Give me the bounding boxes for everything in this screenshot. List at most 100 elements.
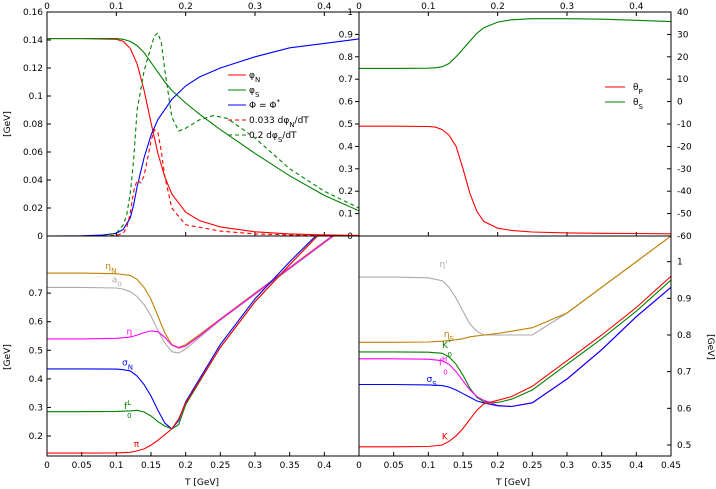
x-tick-label: 0.1 [109, 2, 123, 12]
series-label: ηS [444, 330, 455, 343]
series-label: ηN [105, 262, 116, 275]
y-tick-label-right: 0.3 [339, 165, 353, 175]
series-line-bottom_right-4 [359, 286, 671, 408]
y-tick-label-left: 0.6 [29, 318, 44, 328]
series-line-bottom_right-3 [359, 286, 671, 408]
series-line-top_right-0 [359, 125, 671, 235]
y-tick-label-left: 0.2 [29, 432, 43, 442]
series-label: K [442, 433, 449, 443]
x-tick-label: 0.1 [421, 461, 435, 471]
series-line-bottom_right-1 [359, 236, 671, 343]
legend-label: θP [633, 83, 643, 96]
series-line-bottom_left-5 [47, 236, 319, 454]
y-tick-label-right: 0.9 [339, 30, 354, 40]
series-line-top_left-0 [47, 38, 359, 236]
series-label: σS [426, 375, 437, 388]
y-tick-label-left: 0 [37, 232, 43, 242]
plot-frame-top_left [46, 11, 360, 237]
y-tick-label-right: 20 [677, 53, 689, 63]
x-tick-label: 0.2 [179, 461, 193, 471]
legend-label: φS [249, 86, 260, 99]
series-line-bottom_left-1 [47, 236, 335, 354]
series-label: a0 [112, 276, 122, 289]
y-tick-label-left: 0.3 [29, 403, 43, 413]
y-tick-label-right: -10 [677, 120, 692, 130]
x-tick-label: 0.15 [141, 461, 161, 471]
x-tick-label: 0.4 [629, 461, 644, 471]
x-tick-label: 0.05 [384, 461, 404, 471]
x-tick-label: 0 [44, 2, 50, 12]
x-tick-label: 0.4 [317, 461, 332, 471]
x-tick-label: 0.25 [522, 461, 542, 471]
plot-frame-top_right [358, 11, 672, 237]
y-tick-label-right: 0.8 [677, 331, 692, 341]
y-tick-label-right: 0.7 [339, 75, 353, 85]
y-tick-label-right: 0.6 [339, 98, 354, 108]
y-tick-label-left: 0.06 [23, 148, 43, 158]
series-line-bottom_right-5 [359, 275, 671, 448]
y-tick-label-left: 0.7 [29, 289, 43, 299]
series-line-top_left-3 [47, 128, 359, 236]
x-tick-label: 0.3 [560, 461, 574, 471]
x-tick-label: 0.35 [280, 461, 300, 471]
y-tick-label-right: 0.4 [339, 142, 354, 152]
x-tick-label: 0.25 [210, 461, 230, 471]
legend-label: 0.033 dφN/dT [249, 116, 309, 129]
series-line-bottom_left-3 [47, 236, 317, 430]
x-tick-label: 0 [356, 461, 362, 471]
y-tick-label-right: -30 [677, 165, 692, 175]
series-label: σN [122, 358, 133, 371]
x-tick-label: 0.35 [592, 461, 612, 471]
series-line-top_left-1 [47, 38, 359, 212]
y-tick-label-right: 0.6 [677, 404, 692, 414]
y-tick-label-left: 0.04 [23, 176, 43, 186]
y-tick-label-right: 1 [677, 258, 683, 268]
y-tick-label-left: 0.4 [29, 375, 44, 385]
y-tick-label-left: 0.14 [23, 36, 43, 46]
y-tick-label-right: 40 [677, 8, 689, 18]
series-label: η [127, 328, 133, 338]
legend-label: θS [633, 98, 644, 111]
y-tick-label-left: 0.16 [23, 8, 43, 18]
y-tick-label-right: -40 [677, 187, 692, 197]
y-tick-label-right: 0.7 [677, 368, 691, 378]
y-tick-label-right: -50 [677, 210, 692, 220]
x-tick-label: 0.4 [317, 2, 332, 12]
plot-frame-bottom_left [46, 235, 360, 457]
x-tick-label: 0.3 [248, 2, 262, 12]
panel-bottom-right: 0 0.05 0.1 0.15 0.2 0.25 0.3 0.35 0.4 0.45 0.5 0.6 0… [356, 236, 692, 471]
y-tick-label-right: 0.5 [677, 441, 691, 451]
y-tick-label-left: 0.12 [23, 64, 43, 74]
x-tick-label: 0 [44, 461, 50, 471]
y-tick-label-right: 0.9 [677, 294, 692, 304]
legend-label: Φ = Φ* [249, 98, 280, 111]
y-tick-label-right: 0.8 [339, 53, 354, 63]
series-line-top_left-4 [47, 32, 359, 236]
series-line-top_left-2 [47, 38, 359, 236]
x-axis-label-bottom-left: T [GeV] [184, 478, 219, 488]
y-axis-label-top-left: [GeV] [3, 111, 13, 137]
x-tick-label: 0.1 [109, 461, 123, 471]
series-label: K* 0 [442, 338, 452, 359]
x-tick-label: 0.1 [421, 2, 435, 12]
panel-top-left: 0 0.1 0.2 0.3 0.4 0 0.02 0.04 0.06 0.08 0.1 0.12 0.1… [23, 2, 359, 242]
y-tick-label-left: 0.5 [29, 346, 43, 356]
y-tick-label-left: 0.02 [23, 204, 43, 214]
plot-frame-bottom_right [358, 235, 672, 457]
y-axis-label-bottom-right: [GeV] [705, 334, 715, 360]
y-tick-label-right: 0.5 [339, 120, 353, 130]
series-line-top_right-1 [359, 18, 671, 69]
y-tick-label-right: 1 [347, 8, 353, 18]
y-tick-label-right: 30 [677, 30, 689, 40]
y-tick-label-right: -20 [677, 142, 692, 152]
legend-label: 0.2 dφS/dT [249, 131, 297, 144]
x-tick-label: 0.45 [661, 461, 681, 471]
x-tick-label: 0.2 [179, 2, 193, 12]
x-tick-label: 0.05 [72, 461, 92, 471]
series-line-bottom_left-2 [47, 236, 334, 349]
y-tick-label-left: 0.1 [29, 92, 43, 102]
y-tick-label-right: 0.1 [339, 210, 353, 220]
x-axis-label-bottom-right: T [GeV] [495, 478, 530, 488]
legend-label: φN [249, 71, 260, 84]
